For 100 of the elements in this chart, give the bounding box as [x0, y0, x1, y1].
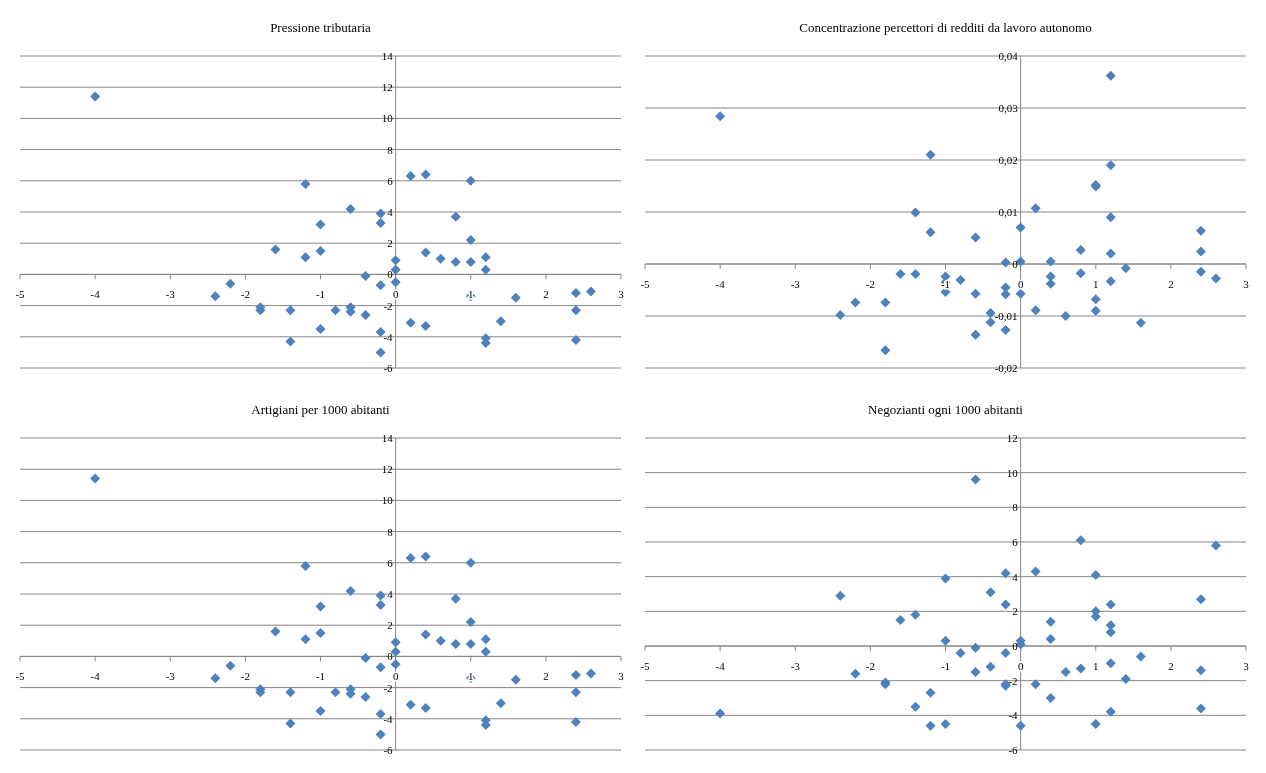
point	[910, 207, 921, 218]
y-tick-label: -4	[1008, 709, 1019, 722]
x-tick-label: 1	[1093, 660, 1099, 672]
point	[570, 670, 581, 681]
point	[1105, 658, 1116, 669]
y-tick-label: -2	[383, 299, 393, 312]
point	[850, 297, 861, 308]
point	[1045, 634, 1056, 645]
point	[1105, 70, 1116, 81]
point	[895, 615, 906, 625]
point	[1000, 325, 1011, 336]
point	[1090, 294, 1101, 305]
y-tick-label: 12	[381, 81, 393, 94]
point	[375, 208, 386, 219]
point	[1090, 719, 1101, 729]
y-tick-label: 4	[387, 588, 394, 600]
point	[1015, 288, 1026, 299]
point	[1105, 706, 1116, 717]
point	[715, 708, 726, 719]
y-tick-label: 0,02	[998, 154, 1018, 166]
point	[1075, 268, 1086, 279]
point	[90, 473, 101, 484]
point	[570, 288, 581, 299]
point	[375, 662, 386, 673]
point	[1105, 212, 1116, 223]
point	[925, 149, 936, 160]
x-tick-label: -2	[240, 670, 250, 683]
point	[495, 316, 506, 327]
point	[1105, 627, 1116, 638]
point	[270, 244, 281, 255]
point	[1045, 256, 1056, 267]
point	[1210, 540, 1221, 551]
point	[315, 601, 326, 612]
point	[465, 175, 476, 186]
y-tick-label: 6	[1012, 536, 1019, 548]
point	[1000, 568, 1011, 579]
x-tick-label: -3	[165, 288, 176, 301]
point	[1195, 665, 1206, 676]
point	[1030, 566, 1041, 577]
point	[1060, 311, 1071, 321]
point	[1120, 263, 1131, 274]
point	[1120, 673, 1131, 684]
point	[405, 171, 416, 182]
point	[1090, 569, 1101, 580]
x-tick-label: 1	[468, 288, 474, 301]
x-tick-label: -2	[240, 288, 250, 301]
point	[510, 674, 521, 685]
point	[270, 626, 281, 637]
y-tick-label: 10	[1006, 466, 1019, 479]
point	[1060, 667, 1071, 677]
point	[570, 716, 581, 727]
x-tick-label: -4	[715, 278, 726, 290]
point	[1105, 160, 1116, 171]
y-tick-label: 2	[387, 619, 393, 632]
point	[1135, 651, 1146, 662]
point	[315, 706, 326, 716]
point	[495, 698, 506, 709]
point	[940, 719, 951, 729]
point	[315, 628, 326, 638]
point	[420, 629, 431, 640]
x-tick-label: 2	[1168, 278, 1174, 290]
y-tick-label: 2	[1012, 605, 1018, 618]
y-tick-label: 8	[387, 143, 394, 156]
point	[465, 256, 476, 267]
x-tick-label: -1	[940, 660, 951, 672]
y-tick-label: -6	[383, 744, 394, 756]
point	[1105, 599, 1116, 610]
point	[1000, 647, 1011, 658]
point	[970, 667, 981, 677]
point	[570, 687, 581, 698]
point	[880, 345, 891, 356]
point	[390, 277, 401, 288]
point	[405, 699, 416, 710]
chart-title: Negozianti ogni 1000 abitanti	[868, 402, 1024, 417]
point	[375, 590, 386, 601]
point	[1135, 317, 1146, 328]
y-tick-label: 4	[1012, 570, 1019, 583]
y-tick-label: -0,02	[994, 362, 1018, 374]
point	[970, 232, 981, 243]
x-tick-label: -1	[315, 670, 326, 683]
point	[450, 211, 461, 222]
point	[985, 587, 996, 598]
y-tick-label: 2	[387, 237, 393, 250]
point	[835, 309, 846, 320]
y-tick-label: 0,03	[998, 102, 1019, 114]
point	[1015, 222, 1026, 233]
point	[970, 642, 981, 653]
point	[985, 307, 996, 318]
point	[880, 297, 891, 308]
point	[940, 573, 951, 584]
y-tick-label: -0,01	[994, 310, 1018, 322]
y-tick-label: 10	[381, 494, 394, 507]
point	[435, 253, 446, 264]
point	[850, 668, 861, 679]
point	[390, 659, 401, 670]
point	[375, 217, 386, 228]
point	[715, 111, 726, 122]
point	[210, 291, 221, 302]
x-tick-label: -5	[640, 278, 651, 290]
x-tick-label: -5	[15, 288, 26, 301]
